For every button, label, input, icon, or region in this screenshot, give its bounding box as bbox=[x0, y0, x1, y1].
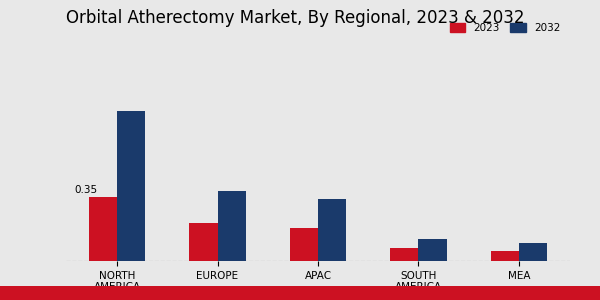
Bar bbox=[318, 199, 346, 261]
Text: 0.35: 0.35 bbox=[75, 185, 98, 195]
Bar bbox=[218, 191, 245, 261]
Text: Orbital Atherectomy Market, By Regional, 2023 & 2032: Orbital Atherectomy Market, By Regional,… bbox=[66, 9, 524, 27]
Bar bbox=[519, 243, 547, 261]
Bar bbox=[290, 228, 318, 261]
Bar bbox=[418, 239, 446, 261]
Bar bbox=[391, 248, 418, 261]
Bar bbox=[190, 223, 218, 261]
Bar bbox=[491, 251, 519, 261]
Legend: 2023, 2032: 2023, 2032 bbox=[445, 19, 565, 38]
Bar bbox=[89, 197, 117, 261]
Bar bbox=[117, 111, 145, 261]
